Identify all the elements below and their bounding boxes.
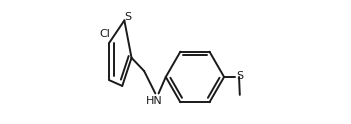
Text: S: S bbox=[237, 71, 244, 81]
Text: Cl: Cl bbox=[99, 29, 110, 39]
Text: HN: HN bbox=[146, 96, 163, 106]
Text: S: S bbox=[124, 12, 131, 22]
